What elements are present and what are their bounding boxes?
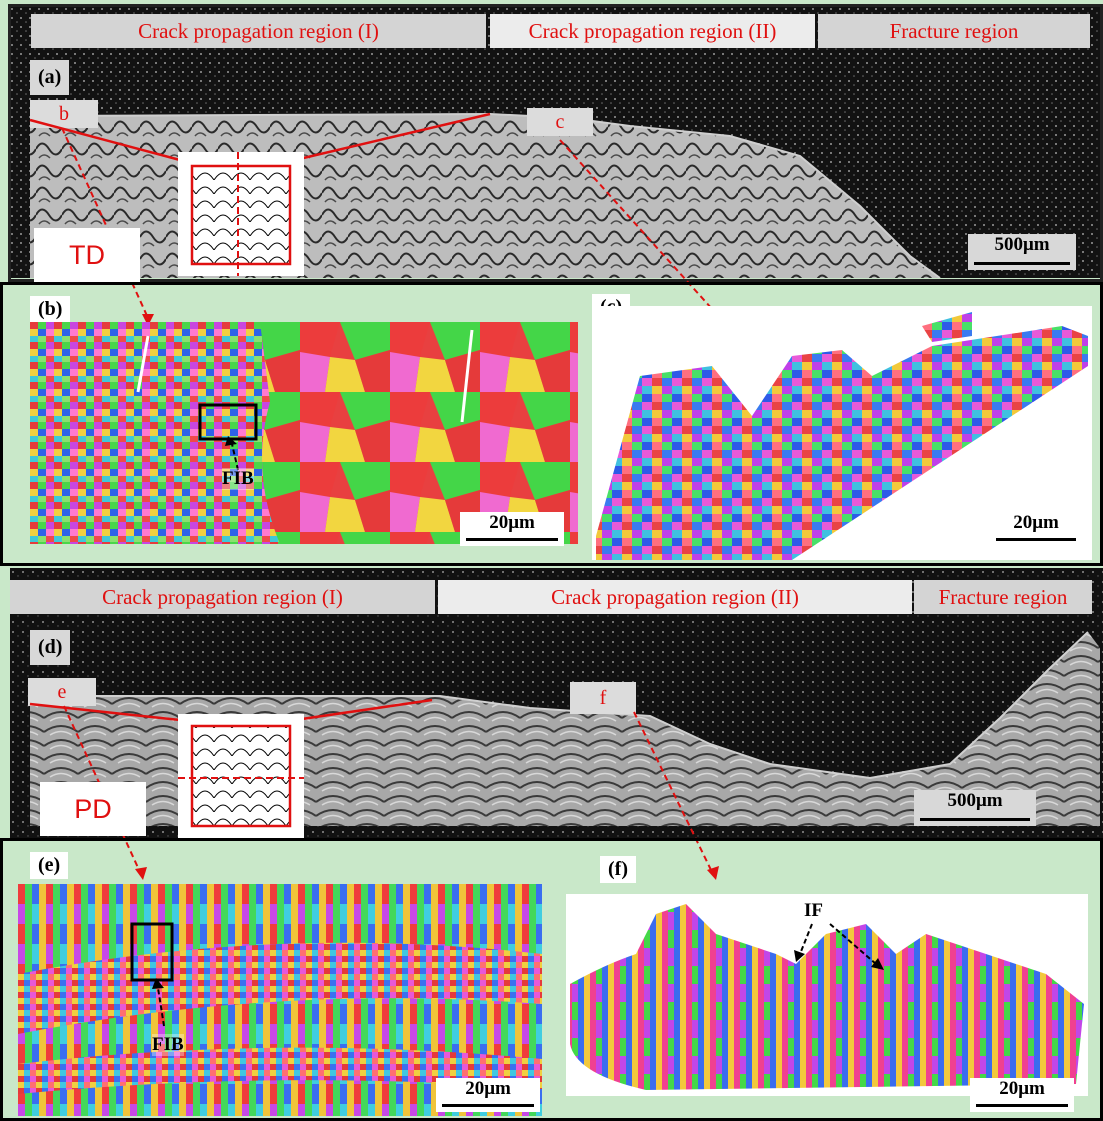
scale-bar-a-line [974,262,1070,265]
ebsd-map-f [566,894,1088,1096]
region-bar-crack-I-top: Crack propagation region (I) [31,14,486,48]
ebsd-map-b [30,322,578,544]
scale-bar-d-text: 500μm [947,790,1003,811]
ebsd-map-e [18,884,542,1116]
scale-bar-c: 20μm [990,512,1082,546]
scale-bar-e-line [442,1104,534,1107]
panel-label-d: (d) [30,630,71,665]
direction-label-td: TD [34,228,140,282]
panel-label-f: (f) [600,856,636,883]
direction-label-pd: PD [40,782,146,836]
panel-label-a: (a) [30,60,70,95]
schematic-box-top [178,152,304,276]
scale-bar-d-line [920,818,1030,821]
if-label: IF [804,900,823,921]
scale-bar-c-text: 20μm [1013,512,1059,533]
fib-arrow-e [152,978,165,1027]
fib-label-e: FIB [152,1034,184,1056]
region-bar-crack-I-bottom: Crack propagation region (I) [10,580,435,614]
sem-image-a [10,6,1103,278]
scale-bar-d: 500μm [914,790,1036,826]
panel-label-b: (b) [30,296,71,323]
marker-b: b [30,100,98,128]
panel-label-e: (e) [30,852,69,879]
scale-bar-e-text: 20μm [465,1078,511,1099]
scale-bar-a-text: 500μm [994,234,1050,255]
marker-e: e [28,678,96,706]
scale-pattern-icon [190,152,292,276]
scale-pattern-icon-bottom [178,724,304,828]
ebsd-map-e-graphic [18,884,542,1116]
scale-bar-a: 500μm [968,234,1076,270]
region-bar-fracture-top: Fracture region [818,14,1090,48]
scale-bar-f-text: 20μm [999,1078,1045,1099]
scale-bar-b-line [466,538,558,541]
sem-a-frame [8,4,1103,282]
fib-label-b: FIB [222,468,254,490]
marker-f: f [570,682,636,714]
region-bar-crack-II-bottom: Crack propagation region (II) [438,580,912,614]
scale-bar-b-text: 20μm [489,512,535,533]
scale-bar-f: 20μm [970,1078,1074,1112]
scale-bar-c-line [996,538,1076,541]
if-arrows [794,923,884,970]
ebsd-map-f-graphic [570,904,1084,1090]
schematic-box-bottom [178,714,304,838]
ebsd-row-top-frame [0,282,1103,566]
region-bar-crack-II-top: Crack propagation region (II) [490,14,815,48]
marker-c: c [527,108,593,136]
region-bar-fracture-bottom: Fracture region [914,580,1092,614]
ebsd-map-c-graphic [596,312,1088,560]
scale-bar-e: 20μm [436,1078,540,1112]
scale-bar-b: 20μm [460,512,564,546]
ebsd-row-bottom-frame [0,838,1103,1121]
fib-arrow-b [225,436,239,471]
scale-bar-f-line [976,1104,1068,1107]
ebsd-map-b-graphic [30,322,578,544]
